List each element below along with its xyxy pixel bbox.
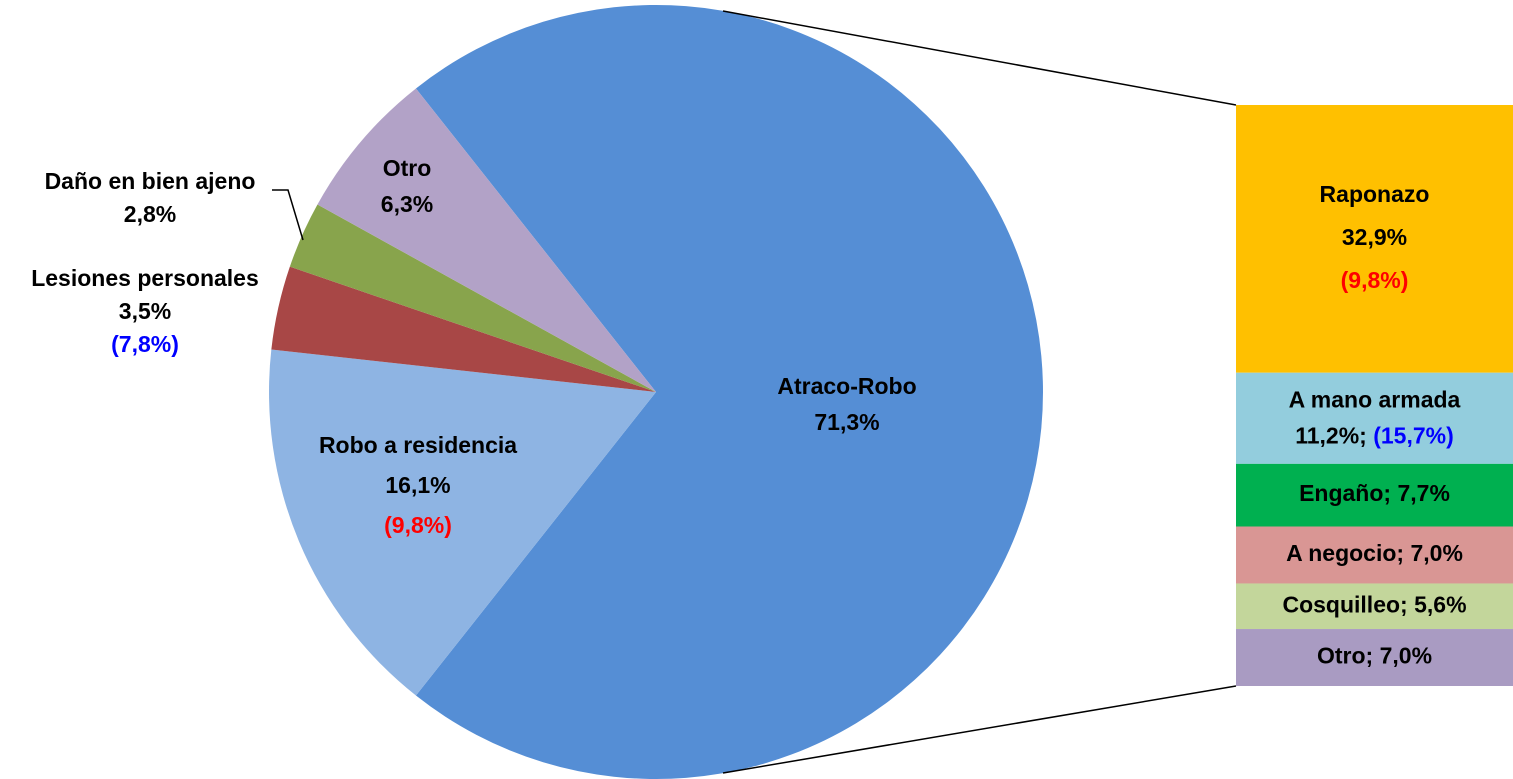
label-part: 3,5% [119, 298, 171, 324]
label-part: ; [1366, 643, 1380, 669]
pie-slice [268, 349, 656, 696]
label-part: Robo a residencia [319, 432, 517, 458]
bar-segment [1236, 105, 1513, 373]
bar-segment [1236, 526, 1513, 584]
pie-slice [415, 5, 1044, 779]
label-part: 6,3% [381, 191, 433, 217]
data-label: A mano armada 11,2%; (15,7%) [1289, 386, 1461, 448]
label-part: (7,8%) [111, 331, 179, 357]
label-part: 71,3% [814, 409, 879, 435]
label-part: ; [1396, 540, 1410, 566]
pie-slice [289, 204, 656, 392]
data-label: Otro 6,3% [381, 155, 433, 217]
label-part: 16,1% [385, 472, 450, 498]
bar-segment [1236, 629, 1513, 686]
bar-segment [1236, 463, 1513, 527]
label-part: Lesiones personales [31, 265, 259, 291]
data-label: Robo a residencia 16,1% (9,8%) [319, 432, 517, 538]
data-label: Atraco-Robo 71,3% [777, 373, 916, 435]
label-part: Cosquilleo [1282, 591, 1400, 617]
pie-slice [271, 266, 656, 392]
bar-segment [1236, 583, 1513, 630]
data-label: Cosquilleo; 5,6% [1282, 591, 1466, 617]
label-part: Daño en bien ajeno [45, 168, 256, 194]
label-part: 7,0% [1380, 643, 1432, 669]
data-label: Daño en bien ajeno 2,8% [45, 168, 256, 227]
data-label: Engaño; 7,7% [1299, 480, 1450, 506]
data-label: A negocio; 7,0% [1286, 540, 1463, 566]
connector-line [722, 10, 1237, 106]
label-part: Engaño [1299, 480, 1383, 506]
label-part: 7,0% [1410, 540, 1462, 566]
label-part: A mano armada [1289, 386, 1461, 412]
label-part: ; [1383, 480, 1397, 506]
label-part: 11,2% [1295, 422, 1359, 448]
connector-line [722, 685, 1237, 774]
pie-slice [317, 88, 656, 392]
label-part: 7,7% [1397, 480, 1449, 506]
label-part: ; [1400, 591, 1414, 617]
label-part: (9,8%) [1341, 267, 1409, 293]
label-part: Otro [1317, 643, 1366, 669]
label-part: 32,9% [1342, 224, 1407, 250]
label-part: 2,8% [124, 201, 176, 227]
label-part: (15,7%) [1373, 422, 1454, 448]
data-label: Otro; 7,0% [1317, 643, 1432, 669]
label-part: Atraco-Robo [777, 373, 916, 399]
label-part: A negocio [1286, 540, 1396, 566]
label-part: Otro [383, 155, 432, 181]
leader-line [272, 189, 304, 241]
bar-segment [1236, 372, 1513, 464]
data-label: Raponazo 32,9% (9,8%) [1320, 181, 1430, 293]
data-label: Lesiones personales 3,5% (7,8%) [31, 265, 259, 357]
label-part: 5,6% [1414, 591, 1466, 617]
label-part: Raponazo [1320, 181, 1430, 207]
label-part: (9,8%) [384, 512, 452, 538]
label-part: ; [1359, 422, 1373, 448]
